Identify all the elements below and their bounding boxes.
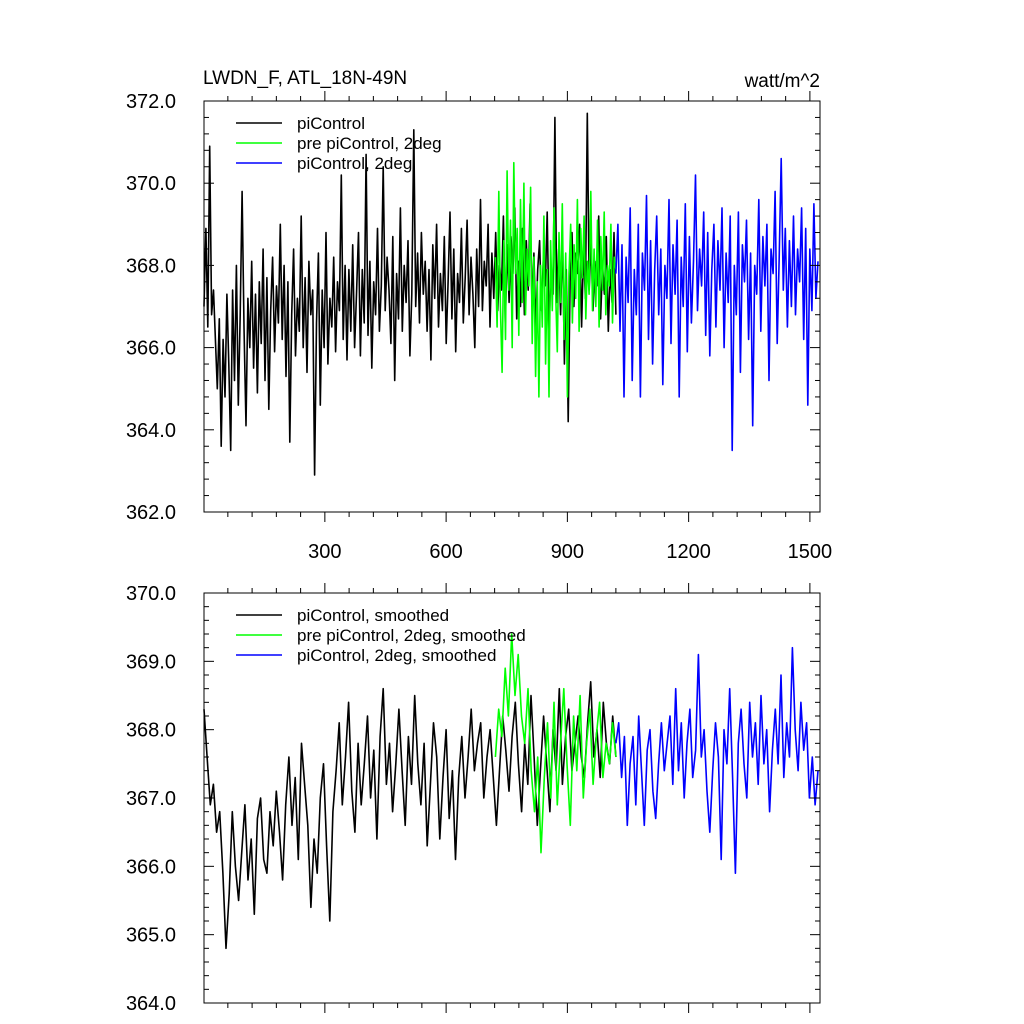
legend-label: piControl, smoothed <box>297 606 449 625</box>
top-panel: 362.0 364.0 366.0 368.0 370.0 372.0 300 600 900 1… <box>126 91 832 563</box>
y-tick-label: 365.0 <box>126 925 176 947</box>
x-tick-label: 300 <box>308 541 341 563</box>
series-line-picontrol-2deg <box>615 157 819 452</box>
y-tick-label: 372.0 <box>126 91 176 113</box>
legend-label: pre piControl, 2deg, smoothed <box>297 626 526 645</box>
series-line-picontrol-2deg-smoothed <box>615 646 819 875</box>
bottom-panel: 364.0 365.0 366.0 367.0 368.0 369.0 370.0 piCon… <box>126 583 821 1015</box>
y-tick-label: 362.0 <box>126 502 176 524</box>
x-tick-label: 1500 <box>788 541 833 563</box>
y-tick-label: 366.0 <box>126 856 176 878</box>
y-tick-label: 366.0 <box>126 338 176 360</box>
legend-label: piControl, 2deg <box>297 154 412 173</box>
legend-label: pre piControl, 2deg <box>297 134 442 153</box>
legend-label: piControl, 2deg, smoothed <box>297 646 496 665</box>
y-tick-label: 369.0 <box>126 651 176 673</box>
y-tick-label: 368.0 <box>126 255 176 277</box>
units-label: watt/m^2 <box>744 71 820 92</box>
chart-title: LWDN_F, ATL_18N-49N <box>203 68 407 89</box>
y-tick-label: 367.0 <box>126 788 176 810</box>
y-tick-label: 364.0 <box>126 420 176 442</box>
series-line-pre-picontrol-2deg <box>494 161 617 398</box>
x-tick-label: 900 <box>551 541 584 563</box>
series-line-picontrol-smoothed <box>203 680 617 950</box>
y-tick-label: 370.0 <box>126 173 176 195</box>
series-line-picontrol <box>203 112 617 476</box>
y-tick-label: 368.0 <box>126 720 176 742</box>
series-line-pre-picontrol-2deg-smoothed <box>494 633 617 854</box>
legend-label: piControl <box>297 114 365 133</box>
plot-frame <box>203 100 821 513</box>
x-tick-label: 1200 <box>666 541 711 563</box>
y-tick-label: 370.0 <box>126 583 176 605</box>
y-tick-label: 364.0 <box>126 993 176 1015</box>
x-tick-label: 600 <box>429 541 462 563</box>
